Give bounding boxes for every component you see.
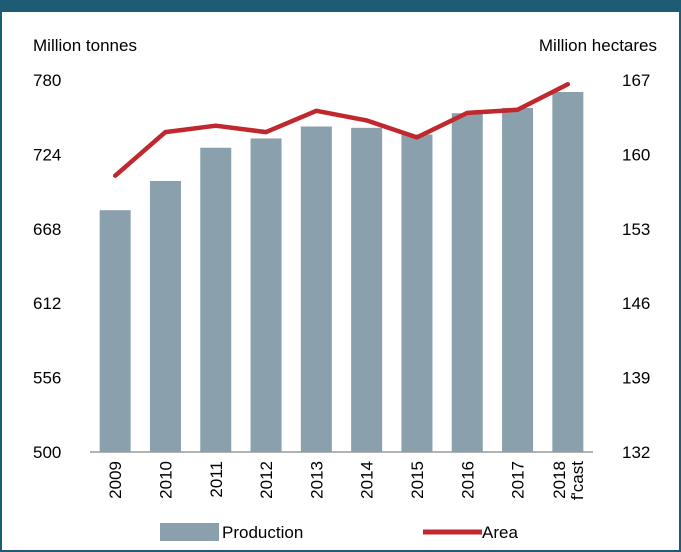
production-bar <box>502 107 534 453</box>
x-tick-label: 2013 <box>307 461 326 499</box>
right-axis-ticks: 167 160 153 146 139 132 <box>622 71 650 462</box>
left-tick-label: 724 <box>33 145 61 164</box>
production-bar <box>451 113 483 452</box>
legend-production-swatch <box>160 523 219 541</box>
left-tick-label: 500 <box>33 443 61 462</box>
area-line-layer <box>112 82 571 178</box>
x-tick-label: 2015 <box>408 461 427 499</box>
x-tick-label: 2011 <box>207 461 226 498</box>
left-axis-ticks: 780 724 668 612 556 500 <box>33 71 61 462</box>
left-tick-label: 612 <box>33 294 61 313</box>
production-bar <box>351 127 383 452</box>
right-axis-title: Million hectares <box>539 36 657 55</box>
right-tick-label: 167 <box>622 71 650 90</box>
legend-area-label: Area <box>482 523 518 542</box>
production-bars <box>99 91 584 453</box>
right-tick-label: 132 <box>622 443 650 462</box>
production-bar <box>250 138 282 452</box>
right-tick-label: 146 <box>622 294 650 313</box>
x-tick-label: 2017 <box>509 461 528 499</box>
left-tick-label: 556 <box>33 369 61 388</box>
legend-production-label: Production <box>222 523 303 542</box>
production-bar <box>552 91 584 452</box>
x-tick-label: f'cast <box>568 461 587 500</box>
x-axis-labels: 2009 2010 2011 2012 2013 2014 2015 2016 2017 2018… <box>106 461 587 500</box>
left-axis-title: Million tonnes <box>33 36 137 55</box>
left-tick-label: 780 <box>33 71 61 90</box>
legend: Production Area <box>160 523 518 542</box>
right-tick-label: 139 <box>622 369 650 388</box>
x-tick-label: 2010 <box>156 461 175 499</box>
x-tick-label: 2018 <box>550 461 569 499</box>
production-bar <box>401 134 433 452</box>
production-bar <box>99 210 131 452</box>
production-bar <box>300 126 332 452</box>
x-tick-label: 2009 <box>106 461 125 499</box>
production-bar <box>149 180 181 452</box>
right-tick-label: 160 <box>622 145 650 164</box>
x-tick-label: 2014 <box>358 461 377 499</box>
right-tick-label: 153 <box>622 220 650 239</box>
left-tick-label: 668 <box>33 220 61 239</box>
x-tick-label: 2016 <box>458 461 477 499</box>
production-bar <box>200 147 232 452</box>
area-line <box>112 82 571 178</box>
x-tick-label: 2012 <box>257 461 276 499</box>
